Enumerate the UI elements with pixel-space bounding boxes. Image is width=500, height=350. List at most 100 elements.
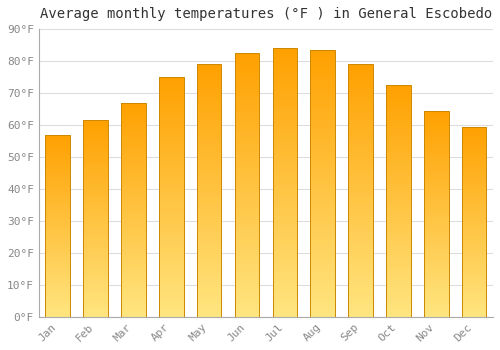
Bar [46,285,70,287]
Bar [46,198,70,201]
Bar [424,237,448,239]
Bar [46,221,70,223]
Bar [46,235,70,237]
Bar [348,137,373,140]
Bar [159,254,184,257]
Bar [272,193,297,196]
Bar [197,244,222,247]
Bar [310,293,335,297]
Bar [348,168,373,172]
Bar [386,178,410,181]
Bar [159,149,184,152]
Bar [197,137,222,140]
Bar [310,143,335,147]
Bar [386,215,410,218]
Bar [462,253,486,255]
Bar [348,124,373,127]
Bar [386,311,410,314]
Bar [46,210,70,212]
Bar [386,172,410,175]
Bar [386,291,410,294]
Bar [197,257,222,260]
Bar [462,293,486,295]
Bar [121,295,146,298]
Bar [348,71,373,74]
Bar [234,76,260,79]
Bar [121,191,146,194]
Bar [234,307,260,310]
Bar [197,232,222,235]
Bar [310,193,335,197]
Bar [386,134,410,137]
Bar [197,314,222,317]
Bar [197,153,222,156]
Bar [386,158,410,160]
Bar [84,179,108,182]
Bar [46,232,70,235]
Bar [84,285,108,287]
Bar [46,223,70,226]
Bar [234,281,260,284]
Bar [272,176,297,179]
Bar [272,199,297,203]
Bar [386,239,410,241]
Bar [46,164,70,167]
Bar [462,243,486,245]
Bar [348,64,373,317]
Bar [462,260,486,262]
Bar [348,140,373,143]
Bar [386,299,410,302]
Bar [159,140,184,143]
Bar [272,300,297,303]
Bar [234,297,260,300]
Bar [159,248,184,251]
Bar [121,279,146,282]
Bar [159,197,184,200]
Bar [121,156,146,159]
Bar [272,51,297,55]
Bar [46,205,70,208]
Bar [348,187,373,190]
Bar [310,257,335,260]
Bar [424,288,448,291]
Bar [234,155,260,159]
Bar [272,68,297,72]
Bar [84,152,108,155]
Bar [159,284,184,287]
Bar [159,125,184,128]
Bar [121,146,146,148]
Bar [197,292,222,295]
Bar [272,260,297,263]
Bar [462,224,486,226]
Bar [424,126,448,129]
Bar [424,304,448,307]
Bar [348,105,373,108]
Bar [310,273,335,277]
Bar [462,141,486,143]
Bar [386,103,410,105]
Bar [197,238,222,241]
Bar [234,99,260,103]
Bar [348,307,373,310]
Bar [159,203,184,206]
Bar [234,182,260,185]
Bar [386,267,410,271]
Bar [121,108,146,111]
Bar [84,309,108,312]
Bar [121,204,146,207]
Bar [462,284,486,286]
Bar [46,226,70,228]
Bar [310,170,335,173]
Bar [424,139,448,141]
Bar [272,233,297,236]
Bar [84,214,108,216]
Bar [386,195,410,198]
Bar [310,210,335,214]
Bar [197,146,222,149]
Bar [462,262,486,265]
Bar [386,282,410,285]
Bar [197,124,222,127]
Bar [348,235,373,238]
Bar [348,172,373,175]
Bar [159,296,184,299]
